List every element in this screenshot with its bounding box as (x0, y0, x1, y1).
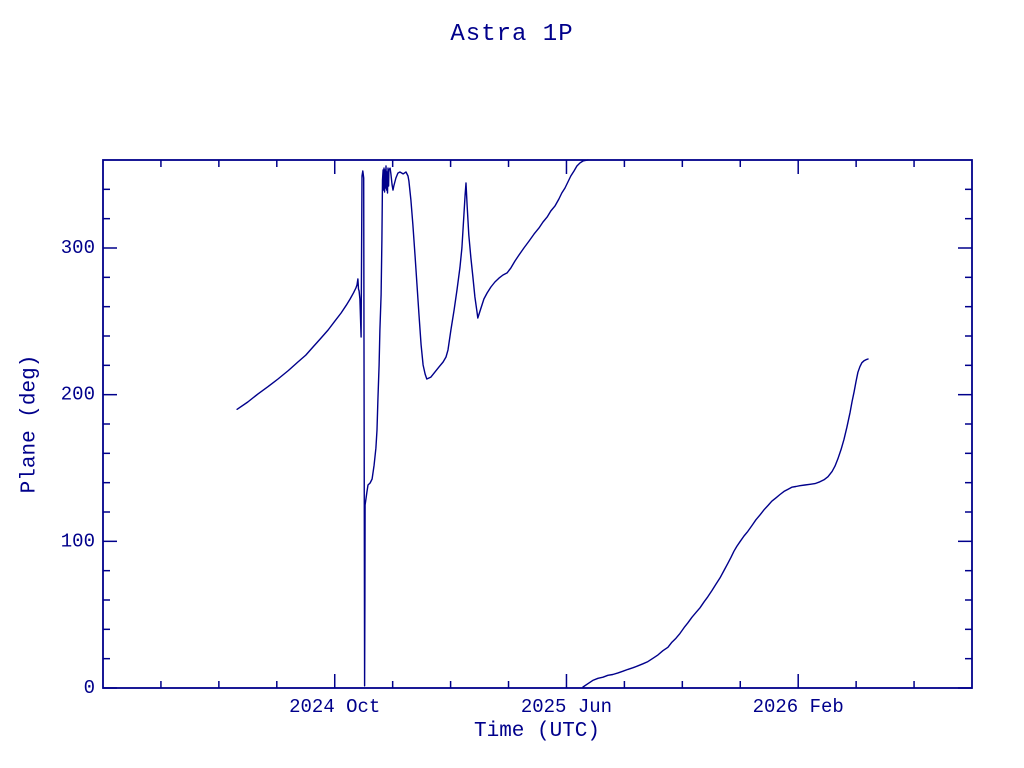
data-series-line-plane-angle-lower-branch (582, 358, 869, 688)
x-tick-label: 2026 Feb (753, 696, 844, 718)
y-tick-label: 0 (84, 677, 95, 699)
y-tick-label: 300 (61, 237, 95, 259)
x-axis-label: Time (UTC) (473, 720, 601, 743)
y-tick-label: 200 (61, 384, 95, 406)
plot-box (102, 159, 973, 689)
x-tick-label: 2024 Oct (289, 696, 380, 718)
data-series-line-plane-angle-upper-branch (236, 159, 589, 687)
y-tick-label: 100 (61, 530, 95, 552)
x-tick-label: 2025 Jun (521, 696, 612, 718)
chart-title: Astra 1P (450, 21, 574, 48)
